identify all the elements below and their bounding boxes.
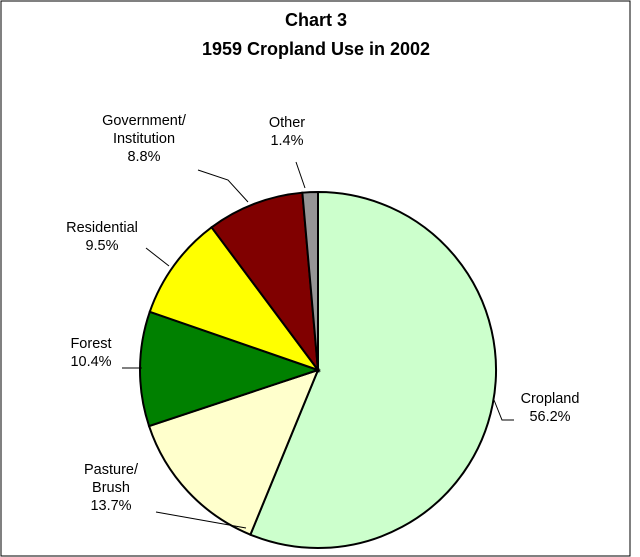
pie-slice-forest (139, 310, 322, 428)
slice-name: Cropland (521, 391, 580, 407)
slice-label: Residential 9.5% (66, 220, 138, 254)
slice-percent: 8.8% (127, 149, 160, 165)
leader-lines (122, 161, 514, 529)
slice-name: Residential (66, 220, 138, 236)
slice-label: Cropland 56.2% (521, 391, 580, 425)
slice-name: Forest (70, 336, 111, 352)
slice-percent: 9.5% (85, 238, 118, 254)
leader-line (493, 399, 514, 421)
pie-slice-government-institution (210, 191, 320, 374)
leader-line (295, 161, 306, 189)
slice-name: Government/ (102, 113, 187, 129)
chart-subtitle: 1959 Cropland Use in 2002 (202, 39, 430, 59)
slice-label: Other 1.4% (269, 115, 305, 149)
pie-slice-other (301, 190, 319, 371)
slice-label: Forest 10.4% (70, 336, 111, 370)
slice-label: Pasture/Brush 13.7% (84, 462, 139, 514)
pie-slice-residential (148, 225, 321, 373)
pie-slice-cropland (249, 190, 497, 549)
slice-percent: 13.7% (90, 498, 131, 514)
leader-line (155, 511, 247, 529)
slice-name: Other (269, 115, 305, 131)
slice-labels: Cropland 56.2% Pasture/Brush 13.7% Forest 10.… (66, 113, 579, 514)
leader-line (197, 169, 249, 203)
pie-slice-pasture-brush (147, 368, 320, 536)
slice-percent: 1.4% (270, 133, 303, 149)
slice-label: Government/Institution 8.8% (102, 113, 187, 165)
slice-percent: 10.4% (70, 354, 111, 370)
slice-name: Pasture/ (84, 462, 139, 478)
slice-name: Brush (92, 480, 130, 496)
slice-name: Institution (113, 131, 175, 147)
chart-title: Chart 3 (285, 10, 347, 30)
leader-line (145, 247, 170, 267)
slice-percent: 56.2% (529, 409, 570, 425)
pie-slices (139, 190, 497, 549)
